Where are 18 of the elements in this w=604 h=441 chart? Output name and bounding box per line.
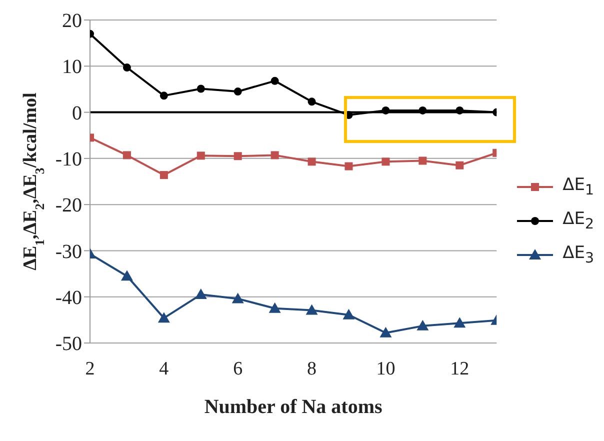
- y-tick-label: -10: [55, 148, 82, 171]
- legend-label: ΔE$_{2}$: [562, 208, 594, 232]
- x-tick-label: 10: [376, 358, 396, 380]
- legend-label: ΔE$_{3}$: [562, 242, 594, 266]
- y-tick-label: 0: [72, 102, 82, 124]
- y-tick-label: 20: [62, 10, 82, 32]
- y-tick-label: -40: [55, 286, 82, 309]
- y-tick-label: -50: [55, 333, 82, 356]
- x-tick-label: 12: [450, 358, 470, 380]
- x-axis-title: Number of Na atoms: [204, 396, 382, 418]
- y-tick-label: 10: [62, 56, 82, 78]
- y-tick-label: -30: [55, 240, 82, 263]
- x-tick-label: 4: [159, 358, 170, 380]
- legend-label: ΔE$_{1}$: [562, 174, 594, 198]
- x-tick-label: 2: [85, 358, 95, 380]
- y-tick-label: -20: [55, 194, 82, 217]
- x-tick-label: 8: [307, 358, 317, 380]
- x-tick-label: 6: [233, 358, 243, 380]
